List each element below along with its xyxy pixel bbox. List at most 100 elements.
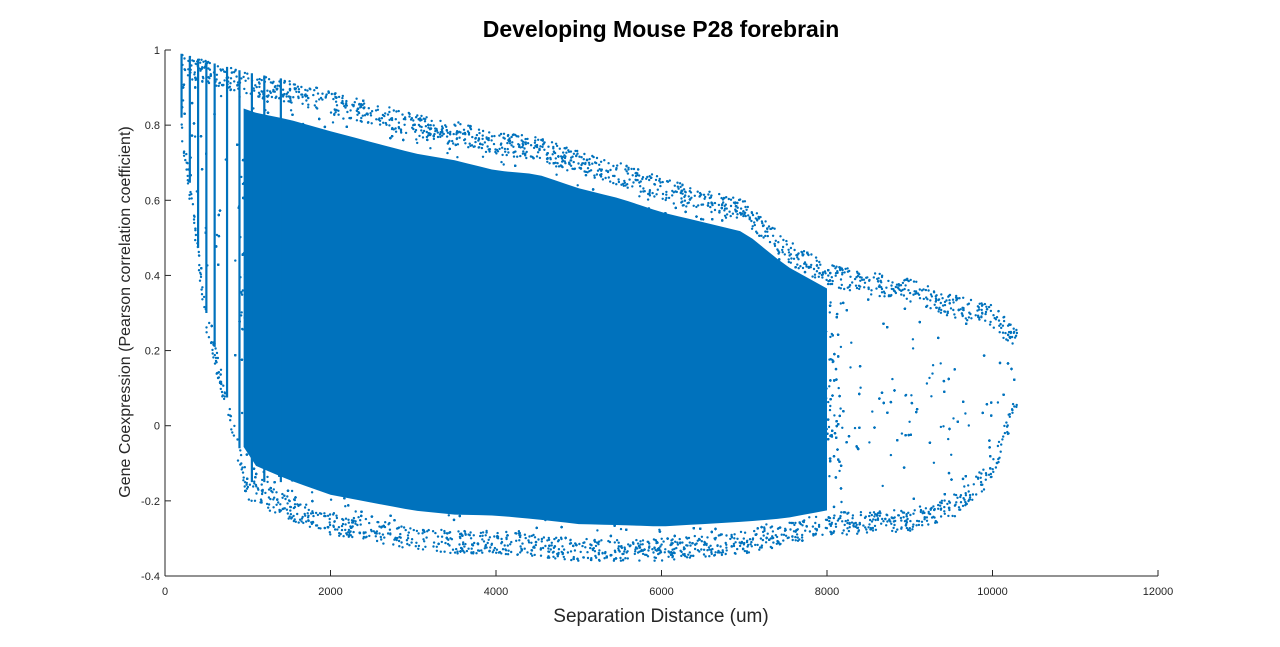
scatter-point [827, 400, 830, 404]
scatter-point [925, 382, 929, 385]
scatter-point [436, 135, 440, 139]
scatter-point [240, 311, 243, 314]
scatter-point [702, 218, 705, 221]
scatter-point [596, 529, 599, 532]
scatter-point [337, 526, 341, 529]
scatter-point [930, 395, 933, 398]
scatter-point [908, 420, 911, 423]
scatter-point [850, 341, 853, 344]
scatter-point [939, 425, 943, 429]
scatter-point [266, 480, 269, 484]
scatter-point [522, 150, 525, 153]
scatter-point [791, 538, 794, 542]
scatter-point [498, 147, 501, 151]
scatter-point [344, 505, 347, 508]
scatter-point [931, 364, 935, 367]
scatter-point [500, 160, 503, 164]
scatter-point [397, 539, 401, 543]
scatter-point [650, 173, 654, 176]
scatter-point [937, 507, 940, 510]
scatter-point [840, 500, 843, 504]
scatter-point [354, 510, 357, 513]
scatter-point [891, 377, 894, 381]
scatter-point [525, 156, 528, 160]
scatter-point [555, 173, 558, 176]
scatter-point [827, 425, 831, 429]
scatter-point [829, 301, 832, 304]
scatter-point [881, 484, 884, 488]
scatter-point [828, 311, 831, 314]
scatter-point [950, 453, 953, 456]
scatter-point [416, 141, 419, 145]
scatter-point [328, 513, 332, 516]
scatter-point [392, 109, 395, 112]
scatter-point [215, 233, 219, 237]
scatter-point [911, 338, 915, 341]
scatter-point [980, 472, 983, 475]
scatter-point [456, 156, 459, 159]
scatter-point [947, 437, 950, 441]
scatter-point [240, 314, 243, 317]
scatter-point [240, 175, 243, 179]
scatter-point [839, 345, 843, 349]
scatter-point [841, 426, 844, 429]
scatter-point [917, 520, 921, 523]
scatter-point [996, 401, 1000, 404]
scatter-point [828, 385, 831, 388]
scatter-point [868, 441, 871, 444]
scatter-point [841, 532, 844, 535]
scatter-point [240, 411, 244, 415]
chart-title: Developing Mouse P28 forebrain [483, 16, 840, 42]
scatter-point [331, 121, 335, 124]
scatter-point [942, 425, 945, 428]
scatter-point [619, 527, 623, 531]
scatter-point [829, 358, 832, 361]
scatter-point [646, 198, 650, 201]
scatter-point [302, 521, 305, 525]
scatter-point [619, 556, 622, 560]
scatter-point [804, 529, 807, 532]
scatter-point [243, 485, 246, 488]
scatter-point [415, 138, 418, 141]
scatter-point [630, 167, 633, 171]
scatter-point [502, 163, 505, 166]
scatter-point [576, 184, 579, 187]
scatter-point [828, 475, 831, 478]
scatter-point [342, 117, 345, 120]
scatter-point [665, 190, 668, 194]
scatter-point [313, 104, 316, 107]
scatter-point [721, 549, 724, 552]
scatter-point [939, 362, 942, 365]
scatter-point [193, 135, 197, 138]
scatter-point [329, 498, 333, 501]
scatter-point [839, 302, 842, 305]
scatter-point [429, 147, 432, 150]
scatter-point [952, 417, 955, 420]
scatter-point [457, 530, 460, 533]
scatter-point [967, 424, 970, 427]
scatter-point [833, 414, 836, 417]
scatter-point [289, 109, 293, 112]
scatter-point [455, 547, 458, 551]
scatter-point [462, 128, 466, 131]
scatter-point [904, 394, 907, 397]
scatter-point [660, 559, 664, 562]
scatter-point [234, 259, 237, 262]
scatter-point [849, 366, 852, 369]
scatter-point [638, 195, 641, 198]
scatter-point [554, 157, 557, 160]
scatter-point [931, 372, 934, 375]
scatter-point [517, 530, 521, 533]
scatter-point [828, 408, 832, 412]
scatter-point [272, 488, 275, 491]
scatter-point [829, 404, 832, 408]
scatter-point [241, 289, 244, 292]
scatter-point [663, 551, 666, 554]
scatter-point [853, 426, 857, 430]
data-points [180, 53, 1019, 562]
scatter-point [839, 407, 842, 410]
scatter-point [290, 489, 294, 493]
scatter-point [771, 530, 775, 533]
scatter-point [311, 510, 314, 513]
